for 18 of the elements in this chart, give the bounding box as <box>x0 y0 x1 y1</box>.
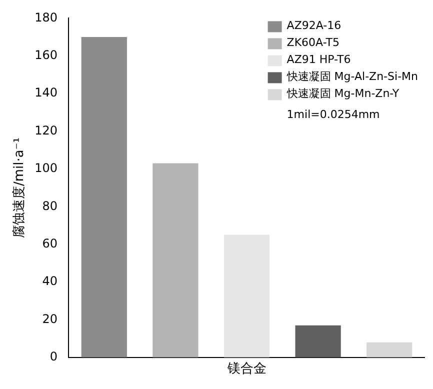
y-tick-label: 120 <box>34 123 58 138</box>
y-tick-label: 180 <box>34 10 58 24</box>
legend-label: ZK60A-T5 <box>286 36 340 50</box>
x-axis-title: 镁合金 <box>226 362 266 377</box>
y-tick-label: 0 <box>50 350 58 364</box>
legend-label: AZ92A-16 <box>286 19 342 32</box>
legend-label: 快速凝固 Mg-Mn-Zn-Y <box>286 87 400 100</box>
y-tick-label: 160 <box>34 48 58 62</box>
y-tick-label: 80 <box>42 198 58 213</box>
y-tick-label: 60 <box>42 236 58 250</box>
y-tick-label: 40 <box>42 274 58 288</box>
y-tick-label: 140 <box>34 86 58 100</box>
y-tick-label: 100 <box>34 161 58 176</box>
y-axis-title: 腐蚀速度/mil·a⁻¹ <box>11 138 28 238</box>
legend-label: AZ91 HP-T6 <box>286 53 351 66</box>
y-tick-label: 20 <box>42 312 58 326</box>
legend-label: 快速凝固 Mg-Al-Zn-Si-Mn <box>286 70 418 84</box>
annotation: 1mil=0.0254mm <box>286 108 380 122</box>
